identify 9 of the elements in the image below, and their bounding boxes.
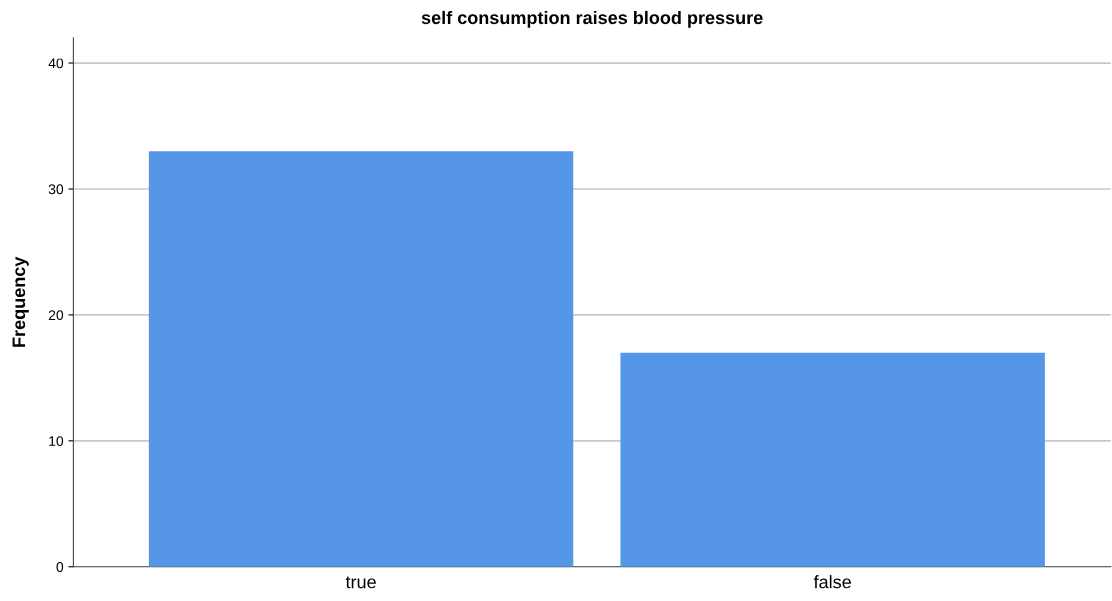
y-tick-label: 20	[48, 310, 64, 321]
y-axis-title: Frequency	[12, 256, 29, 347]
x-tick-label: false	[813, 575, 851, 589]
y-tick-label: 10	[49, 436, 64, 446]
x-tick-label: true	[345, 576, 376, 589]
chart-title: self consumption raises blood pressure	[421, 10, 763, 28]
y-tick-label: 0	[56, 562, 64, 572]
y-tick-label: 30	[48, 184, 64, 195]
y-tick-label: 40	[48, 58, 64, 69]
